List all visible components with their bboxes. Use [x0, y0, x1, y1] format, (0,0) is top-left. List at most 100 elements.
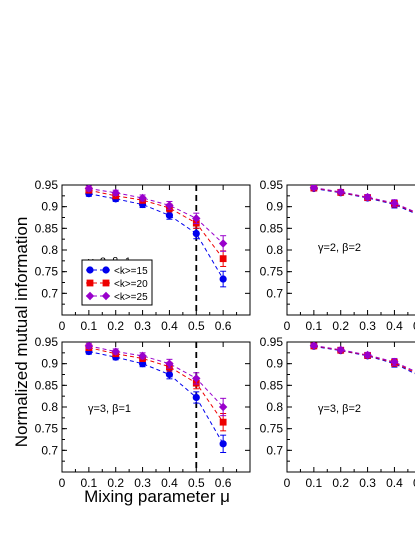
data-area [309, 342, 415, 375]
x-tick-label: 0.3 [359, 319, 376, 333]
data-point [165, 201, 174, 210]
series-3 [84, 185, 228, 252]
y-tick-label: 0.8 [266, 400, 283, 414]
x-tick-label: 0.3 [134, 319, 151, 333]
x-tick-label: 0.1 [81, 319, 98, 333]
series-line [313, 344, 415, 372]
data-point [309, 185, 319, 192]
data-point [102, 266, 110, 274]
panel-4: 00.10.20.30.40.50.60.950.90.850.80.750.7… [260, 335, 415, 490]
y-tick-label: 0.7 [266, 443, 283, 457]
data-area [84, 185, 228, 288]
panel-label: γ=3, β=2 [318, 403, 361, 415]
y-tick-label: 0.9 [41, 200, 58, 214]
data-point [165, 370, 174, 379]
data-point [390, 357, 399, 367]
panel-3: 0 0.1 0.2 0.3 0.4 0.5 0.6 0.95 0.9 0.85 0.8 0.75 0.7… [35, 335, 251, 490]
x-tick-label: 0.5 [188, 319, 205, 333]
series-line [88, 189, 224, 259]
y-tick-label: 0.9 [266, 200, 283, 214]
data-point [138, 193, 147, 203]
data-point [138, 351, 147, 361]
series-line [88, 351, 224, 445]
data-point [192, 393, 200, 402]
series-2 [310, 342, 415, 373]
legend: <k>=15 <k>=20 <k>=25 [81, 259, 153, 306]
series-line [88, 347, 224, 423]
y-tick-label: 0.95 [35, 335, 59, 349]
x-tick-label: 0.3 [134, 476, 151, 490]
y-tick-label: 0.95 [260, 178, 284, 192]
y-axis-label: Normalized mutual information [12, 217, 31, 448]
series-1 [85, 347, 227, 453]
series-line [88, 187, 224, 244]
x-tick-label: 0.2 [107, 476, 124, 490]
data-point [165, 359, 174, 368]
data-point [102, 279, 110, 287]
data-point [101, 291, 111, 301]
x-tick-label: 0.2 [332, 319, 349, 333]
y-tick-label: 0.85 [260, 378, 284, 392]
series-line [313, 187, 415, 213]
x-tick-label: 0 [59, 476, 66, 490]
x-axis-label: Mixing parameter μ [84, 487, 230, 506]
data-point [86, 279, 94, 287]
series-1 [310, 342, 415, 375]
panel-1: 0 0.1 0.2 0.3 0.4 0.5 0.6 0.95 0.9 0.85 0.8 0.75 0.7… [35, 178, 251, 333]
legend-label: <k>=25 [114, 292, 148, 303]
series-2 [85, 186, 227, 267]
legend-label: <k>=20 [114, 279, 148, 290]
legend-label: <k>=15 [114, 266, 148, 277]
data-point [309, 342, 319, 350]
x-tick-label: 0.4 [161, 476, 178, 490]
x-tick-label: 0.1 [306, 476, 323, 490]
x-tick-label: 0.2 [107, 319, 124, 333]
y-tick-label: 0.7 [266, 286, 283, 300]
data-point [219, 440, 227, 448]
y-tick-label: 0.85 [35, 221, 59, 235]
y-tick-label: 0.95 [35, 178, 59, 192]
data-point [84, 185, 94, 193]
data-point [219, 255, 227, 263]
x-tick-label: 0.5 [188, 476, 205, 490]
data-point [363, 350, 372, 360]
series-line [88, 345, 224, 408]
panel-label: γ=3, β=1 [88, 403, 131, 415]
x-tick-label: 0.2 [332, 476, 349, 490]
data-area [309, 185, 415, 215]
data-point [336, 187, 345, 197]
data-point [111, 347, 120, 356]
y-tick-label: 0.7 [41, 443, 58, 457]
y-tick-label: 0.7 [41, 286, 58, 300]
series-2 [310, 185, 415, 214]
data-point [336, 345, 345, 354]
x-tick-label: 0.4 [161, 319, 178, 333]
data-point [111, 188, 120, 197]
series-line [88, 193, 224, 280]
y-tick-label: 0.8 [41, 243, 58, 257]
y-tick-label: 0.9 [266, 357, 283, 371]
x-tick-label: 0.6 [215, 319, 232, 333]
data-point [218, 239, 228, 248]
panel-2: 00.10.20.30.40.50.60.950.90.850.80.750.7… [260, 178, 415, 333]
x-tick-label: 0 [59, 319, 66, 333]
data-point [192, 374, 201, 383]
y-tick-label: 0.85 [35, 378, 59, 392]
data-point [84, 342, 94, 351]
data-point [218, 402, 228, 412]
data-point [219, 275, 227, 283]
x-tick-label: 0 [284, 476, 291, 490]
y-tick-label: 0.75 [35, 265, 59, 279]
y-tick-label: 0.9 [41, 357, 58, 371]
data-point [85, 291, 95, 301]
y-tick-label: 0.95 [260, 335, 284, 349]
y-tick-label: 0.75 [260, 265, 284, 279]
y-tick-label: 0.85 [260, 221, 284, 235]
series-3 [309, 185, 415, 213]
panel-label: γ=2, β=2 [318, 242, 361, 254]
data-area [84, 342, 228, 453]
x-tick-label: 0 [284, 319, 291, 333]
x-tick-label: 0.6 [215, 476, 232, 490]
y-tick-label: 0.8 [41, 400, 58, 414]
